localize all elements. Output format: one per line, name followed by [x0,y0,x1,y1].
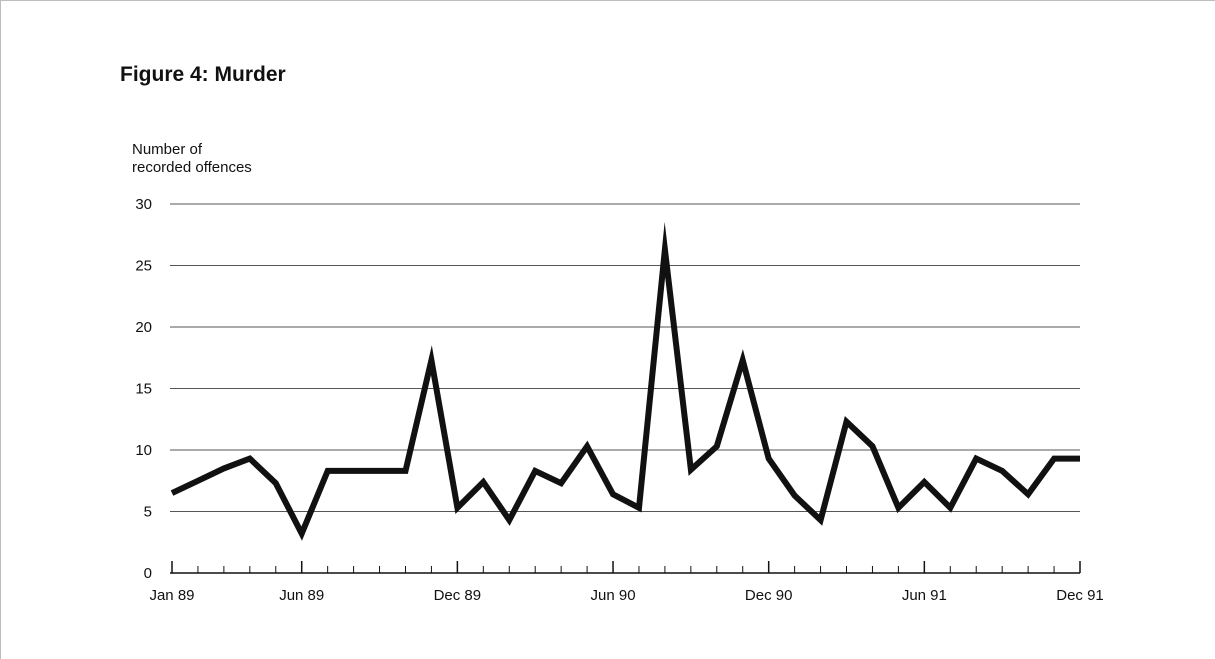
chart-title: Figure 4: Murder [120,63,286,86]
y-tick-label-15: 15 [135,381,152,398]
series-line-0 [170,221,1080,541]
x-tick-label-jan-89: Jan 89 [149,587,194,604]
y-tick-label-20: 20 [135,319,152,336]
series-layer [170,221,1080,541]
y-tick-label-25: 25 [135,258,152,275]
y-tick-label-5: 5 [144,504,152,521]
y-tick-label-30: 30 [135,196,152,213]
x-tick-label-jun-90: Jun 90 [591,587,636,604]
x-tick-label-dec-90: Dec 90 [745,587,793,604]
x-tick-label-dec-91: Dec 91 [1056,587,1104,604]
y-tick-labels: 0 5 10 15 20 25 30 [135,196,152,582]
y-tick-label-10: 10 [135,442,152,459]
x-tick-label-dec-89: Dec 89 [434,587,482,604]
y-axis-label: Number of recorded offences [132,141,252,177]
x-tick-label-jun-91: Jun 91 [902,587,947,604]
y-tick-label-0: 0 [144,565,152,582]
gridlines [170,203,1080,512]
x-tick-labels: Jan 89 Jun 89 Dec 89 Jun 90 Dec 90 Jun 91 Dec … [149,587,1103,604]
x-axis [170,561,1081,574]
y-axis-label-line-2: recorded offences [132,159,252,176]
x-tick-label-jun-89: Jun 89 [279,587,324,604]
y-axis-label-line-1: Number of [132,141,203,158]
